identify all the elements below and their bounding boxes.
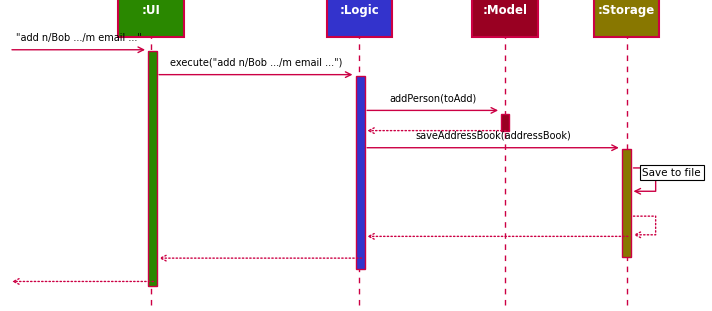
Text: :Model: :Model [483, 4, 528, 17]
Text: :UI: :UI [142, 4, 161, 17]
Text: execute("add n/Bob .../m email ..."): execute("add n/Bob .../m email ...") [169, 58, 342, 68]
Bar [622, 149, 631, 257]
Text: :Logic: :Logic [340, 4, 379, 17]
Bar [472, 0, 538, 37]
Text: addPerson(toAdd): addPerson(toAdd) [389, 94, 476, 104]
Bar [355, 76, 365, 269]
Bar [147, 51, 157, 286]
Bar [501, 114, 509, 131]
Text: Save to file: Save to file [642, 168, 701, 178]
Text: "add n/Bob .../m email ...": "add n/Bob .../m email ..." [16, 33, 142, 43]
Bar [327, 0, 392, 37]
Bar [118, 0, 184, 37]
Text: saveAddressBook(addressBook): saveAddressBook(addressBook) [415, 131, 571, 141]
Text: :Storage: :Storage [598, 4, 655, 17]
Bar [594, 0, 659, 37]
